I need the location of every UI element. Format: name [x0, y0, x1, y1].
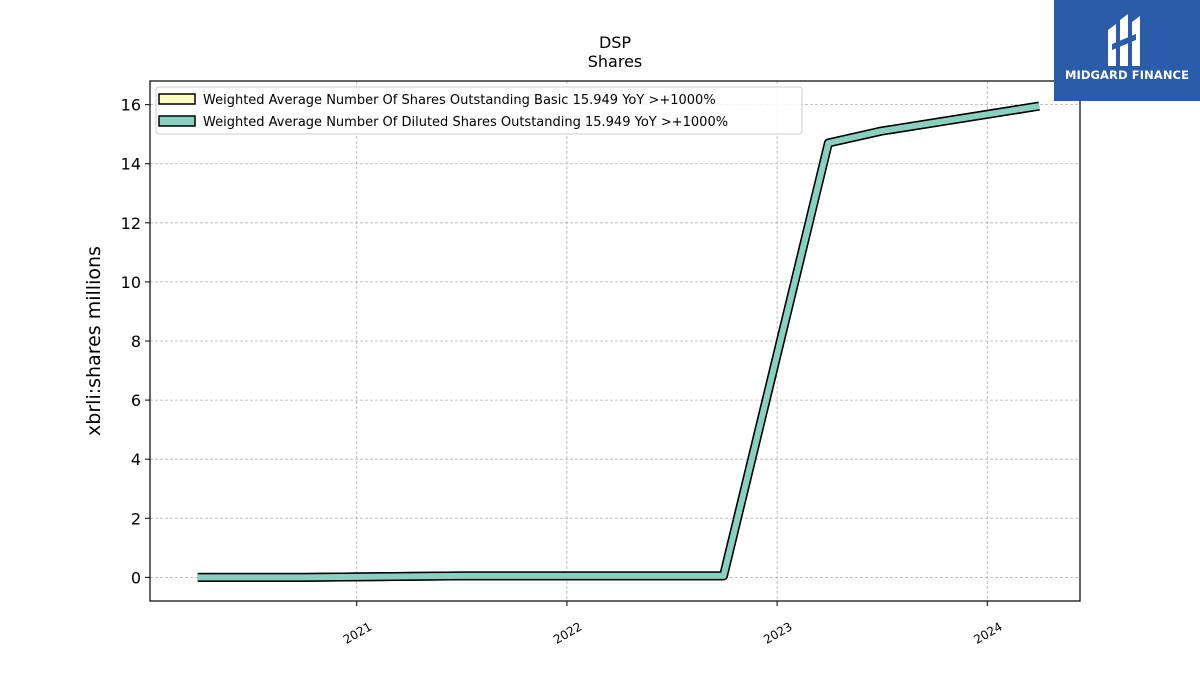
legend-label: Weighted Average Number Of Shares Outsta…: [203, 93, 716, 108]
y-tick-label: 12: [121, 214, 141, 233]
legend-label: Weighted Average Number Of Diluted Share…: [203, 115, 728, 130]
chart-subtitle: Shares: [588, 52, 643, 71]
y-tick-label: 0: [131, 568, 141, 587]
y-tick-label: 14: [121, 155, 141, 174]
series-line-1: [197, 103, 1040, 581]
series-layer: [197, 101, 1040, 582]
x-tick-label: 2023: [761, 619, 794, 646]
midgard-logo-icon: [1108, 14, 1140, 66]
y-axis-label: xbrli:shares millions: [83, 246, 105, 436]
series-line-outline: [197, 101, 1040, 582]
grid-lines: [150, 81, 1080, 601]
x-axis-ticks: 2021 2022 2023 2024: [341, 601, 1005, 647]
x-tick-label: 2022: [551, 619, 584, 646]
legend: Weighted Average Number Of Shares Outsta…: [155, 86, 803, 135]
legend-box: [155, 86, 803, 135]
y-axis-ticks: 0 2 4 6 8 10 12 14 16: [121, 96, 150, 587]
y-tick-label: 16: [121, 96, 141, 115]
y-tick-label: 4: [131, 450, 141, 469]
logo-text: MIDGARD FINANCE: [1064, 68, 1190, 82]
legend-swatch: [158, 93, 196, 105]
midgard-finance-logo: MIDGARD FINANCE: [1054, 0, 1200, 101]
series-line-outline: [197, 101, 1040, 582]
series-line-2: [197, 103, 1040, 581]
y-tick-label: 8: [131, 332, 141, 351]
y-tick-label: 6: [131, 391, 141, 410]
y-tick-label: 2: [131, 509, 141, 528]
y-tick-label: 10: [121, 273, 141, 292]
legend-swatch: [158, 115, 196, 127]
x-tick-label: 2024: [971, 619, 1004, 646]
chart-title: DSP: [599, 33, 631, 52]
x-tick-label: 2021: [341, 619, 374, 646]
